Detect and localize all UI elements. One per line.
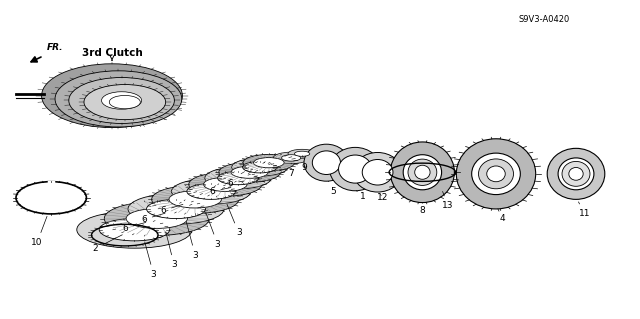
Ellipse shape (77, 211, 192, 248)
Ellipse shape (288, 149, 316, 158)
Ellipse shape (390, 142, 454, 203)
Ellipse shape (243, 161, 277, 173)
Ellipse shape (68, 78, 174, 123)
Ellipse shape (85, 84, 139, 108)
Ellipse shape (408, 159, 437, 185)
Text: S9V3-A0420: S9V3-A0420 (518, 15, 570, 24)
Text: 6: 6 (210, 187, 231, 196)
Ellipse shape (42, 64, 182, 128)
Text: 6: 6 (141, 213, 165, 224)
Ellipse shape (128, 194, 224, 224)
Ellipse shape (55, 71, 182, 127)
Ellipse shape (312, 151, 340, 174)
Ellipse shape (243, 154, 294, 171)
Ellipse shape (231, 166, 268, 178)
Ellipse shape (126, 209, 188, 228)
Ellipse shape (218, 171, 259, 185)
Ellipse shape (558, 158, 594, 190)
Ellipse shape (219, 162, 280, 182)
Ellipse shape (562, 161, 590, 186)
Ellipse shape (304, 144, 349, 181)
Ellipse shape (94, 88, 143, 109)
Text: 6: 6 (122, 222, 146, 233)
Ellipse shape (273, 152, 309, 164)
Text: 10: 10 (31, 216, 47, 247)
Ellipse shape (204, 177, 247, 191)
Text: 1: 1 (356, 191, 365, 201)
Ellipse shape (102, 92, 141, 109)
Ellipse shape (362, 160, 393, 185)
Text: 2: 2 (92, 235, 122, 253)
Ellipse shape (187, 183, 236, 199)
Text: 3: 3 (186, 222, 198, 260)
Ellipse shape (172, 179, 251, 204)
Ellipse shape (547, 148, 605, 199)
Ellipse shape (339, 155, 372, 183)
Text: 6: 6 (161, 204, 183, 215)
Ellipse shape (403, 155, 442, 190)
Ellipse shape (294, 151, 310, 156)
Text: 6: 6 (228, 179, 244, 188)
Ellipse shape (205, 167, 271, 189)
Ellipse shape (472, 153, 520, 195)
Ellipse shape (84, 85, 166, 120)
Ellipse shape (569, 167, 583, 180)
Ellipse shape (353, 152, 402, 192)
Text: 7: 7 (289, 163, 294, 178)
Text: 4: 4 (498, 209, 505, 223)
Text: 11: 11 (579, 202, 590, 218)
Text: 3: 3 (166, 232, 177, 269)
Ellipse shape (479, 159, 513, 189)
Ellipse shape (104, 202, 209, 235)
Ellipse shape (232, 158, 288, 176)
Ellipse shape (487, 166, 505, 182)
Ellipse shape (253, 158, 284, 168)
Text: 5: 5 (328, 181, 335, 196)
Ellipse shape (282, 155, 301, 161)
Ellipse shape (169, 191, 221, 208)
Text: 12: 12 (377, 193, 388, 202)
Text: 13: 13 (442, 191, 454, 210)
Text: 3: 3 (145, 242, 156, 279)
Ellipse shape (147, 199, 205, 219)
Ellipse shape (415, 165, 430, 179)
Text: 8: 8 (420, 203, 425, 215)
Text: 9: 9 (302, 156, 307, 172)
Text: FR.: FR. (47, 43, 63, 52)
Ellipse shape (152, 185, 239, 213)
Ellipse shape (109, 95, 140, 109)
Text: 3: 3 (206, 212, 220, 249)
Ellipse shape (99, 219, 170, 241)
Ellipse shape (456, 139, 536, 209)
Ellipse shape (330, 147, 381, 191)
Text: 3rd Clutch: 3rd Clutch (82, 48, 142, 60)
Ellipse shape (189, 173, 262, 196)
Text: 3: 3 (227, 204, 241, 237)
